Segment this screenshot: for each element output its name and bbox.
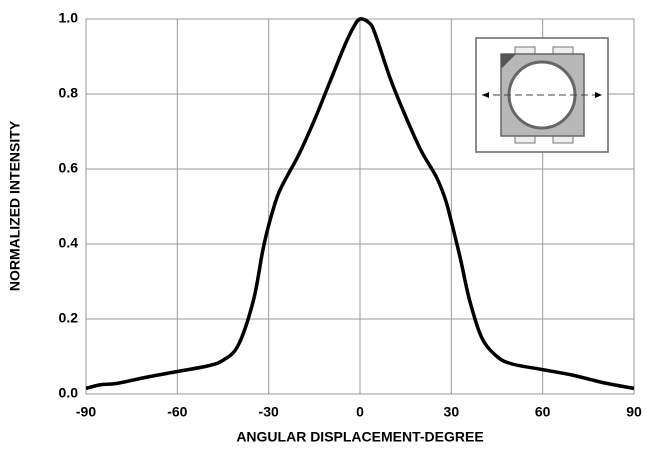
package-inset [475, 37, 609, 153]
x-tick-label: -60 [167, 404, 187, 420]
y-axis-label: NORMALIZED INTENSITY [7, 120, 23, 291]
x-axis-label: ANGULAR DISPLACEMENT-DEGREE [236, 429, 483, 445]
x-tick-label: 30 [444, 404, 460, 420]
x-tick-label: 0 [356, 404, 364, 420]
y-tick-label: 0.0 [59, 385, 79, 401]
y-tick-label: 0.6 [59, 160, 79, 176]
y-tick-label: 0.2 [59, 310, 79, 326]
y-tick-label: 1.0 [59, 10, 79, 26]
x-tick-label: -90 [76, 404, 96, 420]
x-tick-label: -30 [259, 404, 279, 420]
y-tick-label: 0.4 [59, 235, 79, 251]
x-tick-label: 90 [626, 404, 642, 420]
intensity-line [85, 17, 635, 391]
y-tick-label: 0.8 [59, 85, 79, 101]
grid [85, 18, 635, 395]
x-tick-label: 60 [535, 404, 551, 420]
